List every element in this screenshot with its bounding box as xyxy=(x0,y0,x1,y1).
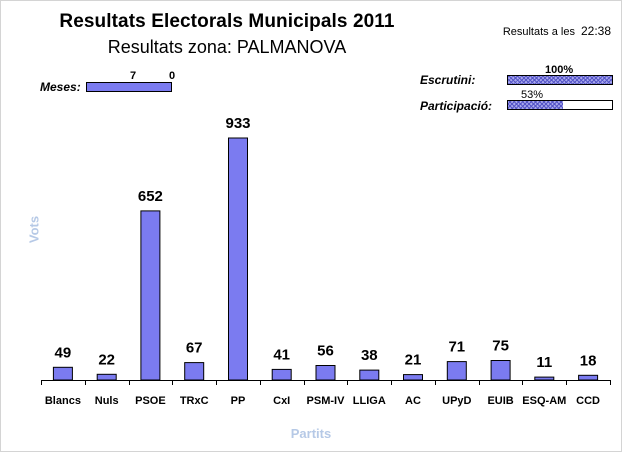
participacio-bar xyxy=(507,100,613,110)
bar-upyd xyxy=(446,361,467,381)
escrutini-bar xyxy=(507,75,613,85)
category-label: PP xyxy=(231,395,246,407)
bar-cxi xyxy=(271,368,292,381)
bar-pp xyxy=(228,137,248,381)
escrutini-value: 100% xyxy=(545,64,574,76)
escrutini-bar-fill xyxy=(508,76,612,84)
zone-subtitle: Resultats zona: PALMANOVA xyxy=(107,37,347,57)
bar-value-label: 67 xyxy=(186,340,203,357)
x-axis-title: Partits xyxy=(290,426,332,441)
page-title: Resultats Electorals Municipals 2011 xyxy=(59,11,395,32)
bar-value-label: 38 xyxy=(361,347,378,364)
meses-pending-count: 0 xyxy=(169,70,176,82)
category-label: ESQ-AM xyxy=(522,395,566,407)
bar-value-label: 71 xyxy=(448,339,465,356)
bar-psm-iv xyxy=(315,365,336,381)
category-label: Blancs xyxy=(45,395,81,407)
bar-esq-am xyxy=(534,376,555,381)
category-label: Nuls xyxy=(95,395,119,407)
participacio-label: Participació: xyxy=(420,99,493,113)
bar-value-label: 56 xyxy=(317,343,334,360)
meses-bar-fill xyxy=(87,83,171,91)
escrutini-label: Escrutini: xyxy=(420,73,476,87)
time-value: 22:38 xyxy=(580,24,611,38)
bar-value-label: 41 xyxy=(273,346,290,363)
category-label: UPyD xyxy=(442,395,471,407)
bar-value-label: 22 xyxy=(98,351,115,368)
participacio-value: 53% xyxy=(521,89,544,101)
bar-value-label: 11 xyxy=(536,354,552,371)
bar-ccd xyxy=(578,374,599,381)
bar-value-label: 49 xyxy=(55,344,72,361)
category-label: CxI xyxy=(273,395,290,407)
category-label: PSM-IV xyxy=(307,395,346,407)
category-label: PSOE xyxy=(135,395,166,407)
bar-value-label: 75 xyxy=(492,338,509,355)
bar-value-label: 21 xyxy=(405,352,422,369)
bar-value-label: 18 xyxy=(580,352,597,369)
results-time: Resultats a les 22:38 xyxy=(503,24,611,38)
bar-lliga xyxy=(359,369,380,381)
bar-psoe xyxy=(140,210,161,381)
category-label: CCD xyxy=(576,395,600,407)
bar-ac xyxy=(403,374,423,381)
category-label: EUIB xyxy=(487,395,513,407)
category-label: AC xyxy=(405,395,421,407)
bar-value-label: 652 xyxy=(138,188,163,205)
meses-bar xyxy=(86,82,172,92)
bar-trxc xyxy=(184,362,205,381)
meses-done-count: 7 xyxy=(130,70,137,82)
bar-euib xyxy=(490,360,511,381)
bar-blancs xyxy=(52,366,73,381)
category-label: TRxC xyxy=(180,395,209,407)
category-label: LLIGA xyxy=(353,395,386,407)
bar-nuls xyxy=(96,373,117,381)
bar-value-label: 933 xyxy=(225,115,250,132)
participacio-bar-fill xyxy=(508,101,564,109)
time-label: Resultats a les xyxy=(502,26,575,38)
meses-label: Meses: xyxy=(40,80,81,94)
